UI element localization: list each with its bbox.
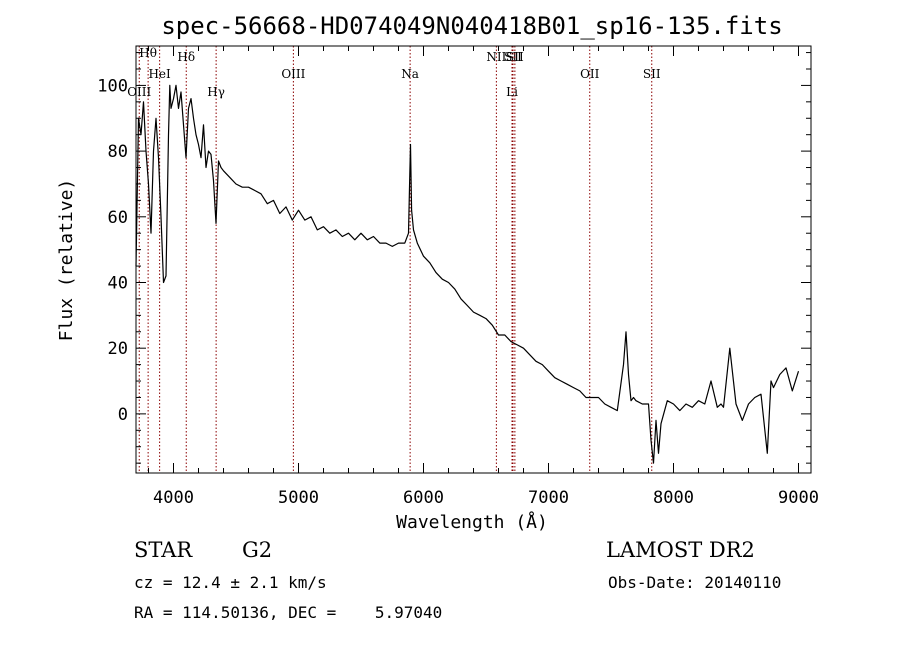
marker-label: Hγ — [207, 85, 225, 99]
marker-label: Hδ — [177, 50, 195, 64]
x-tick-label: 8000 — [653, 488, 694, 508]
marker-label: Li — [506, 85, 518, 99]
marker-label: SII — [504, 50, 522, 64]
x-tick-label: 6000 — [403, 488, 444, 508]
radec-text: RA = 114.50136, DEC = 5.97040 — [134, 603, 443, 622]
marker-label: SII — [643, 67, 661, 81]
marker-label: SII — [506, 50, 524, 64]
plot-frame — [135, 45, 812, 474]
axis-ticks: 4000 5000 6000 7000 8000 9000 0 20 40 60 80 100 — [97, 46, 819, 508]
y-axis-label: Flux (relative) — [56, 179, 77, 342]
obs-date-text: Obs-Date: 20140110 — [608, 573, 782, 592]
y-tick-label: 20 — [108, 339, 128, 359]
y-tick-label: 40 — [108, 273, 128, 293]
redshift-text: cz = 12.4 ± 2.1 km/s — [134, 573, 327, 592]
series-group — [135, 84, 800, 464]
y-tick-label: 0 — [118, 405, 128, 425]
marker-label: Hθ — [139, 46, 157, 60]
survey-label: LAMOST DR2 — [606, 538, 755, 562]
marker-label: OIII — [127, 85, 151, 99]
object-subclass: G2 — [242, 538, 273, 562]
y-tick-label: 80 — [108, 142, 128, 162]
marker-label: OIII — [281, 67, 305, 81]
x-tick-label: 5000 — [278, 488, 319, 508]
object-class: STAR — [134, 538, 193, 562]
x-axis-label: Wavelength (Å) — [396, 511, 548, 533]
y-tick-label: 60 — [108, 208, 128, 228]
marker-label: HeI — [148, 67, 171, 81]
chart-title: spec-56668-HD074049N040418B01_sp16-135.f… — [161, 12, 782, 40]
x-tick-label: 7000 — [528, 488, 569, 508]
x-tick-label: 9000 — [778, 488, 819, 508]
marker-label: NII — [486, 50, 506, 64]
marker-label: Na — [401, 67, 419, 81]
x-tick-label: 4000 — [153, 488, 194, 508]
spectrum-line-0 — [135, 84, 800, 464]
y-tick-label: 100 — [97, 76, 128, 96]
marker-label: OII — [580, 67, 600, 81]
